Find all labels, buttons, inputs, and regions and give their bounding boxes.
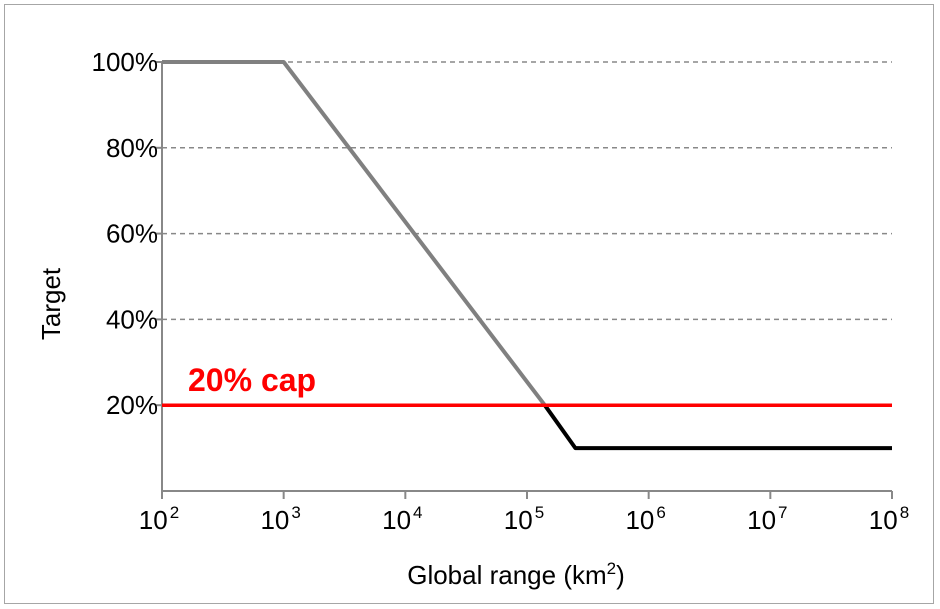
series-line-black [543,404,892,451]
series-line-gray [162,60,547,407]
x-tick-label: 10 5 [504,503,544,535]
x-tick-label: 10 2 [139,503,179,535]
cap-line-group: 20% cap [162,362,892,407]
x-axis-label-sup: 2 [607,559,616,578]
x-axis-label: Global range (km2) [407,559,625,590]
x-tick-label: 10 8 [869,503,909,535]
y-tick-label: 100% [92,47,159,77]
series-lines [162,60,892,451]
y-tick-label: 80% [106,133,158,163]
x-tick-label: 10 7 [747,503,787,535]
x-axis-label-base: Global range (km [407,560,606,590]
x-tick-label: 10 6 [625,503,665,535]
gridlines [162,61,892,406]
x-tick-label: 10 4 [382,503,422,535]
axes [155,61,893,499]
y-axis-label: Target [36,267,66,340]
y-tick-label: 20% [106,390,158,420]
cap-label: 20% cap [188,362,316,398]
x-axis-label-tail: ) [616,560,625,590]
x-tick-label: 10 3 [260,503,300,535]
tick-labels: 100% 80% 60% 40% 20% 10 2 10 3 10 4 10 5 10 6 10 7 10 8 [92,47,910,535]
y-tick-label: 40% [106,304,158,334]
y-tick-label: 60% [106,219,158,249]
